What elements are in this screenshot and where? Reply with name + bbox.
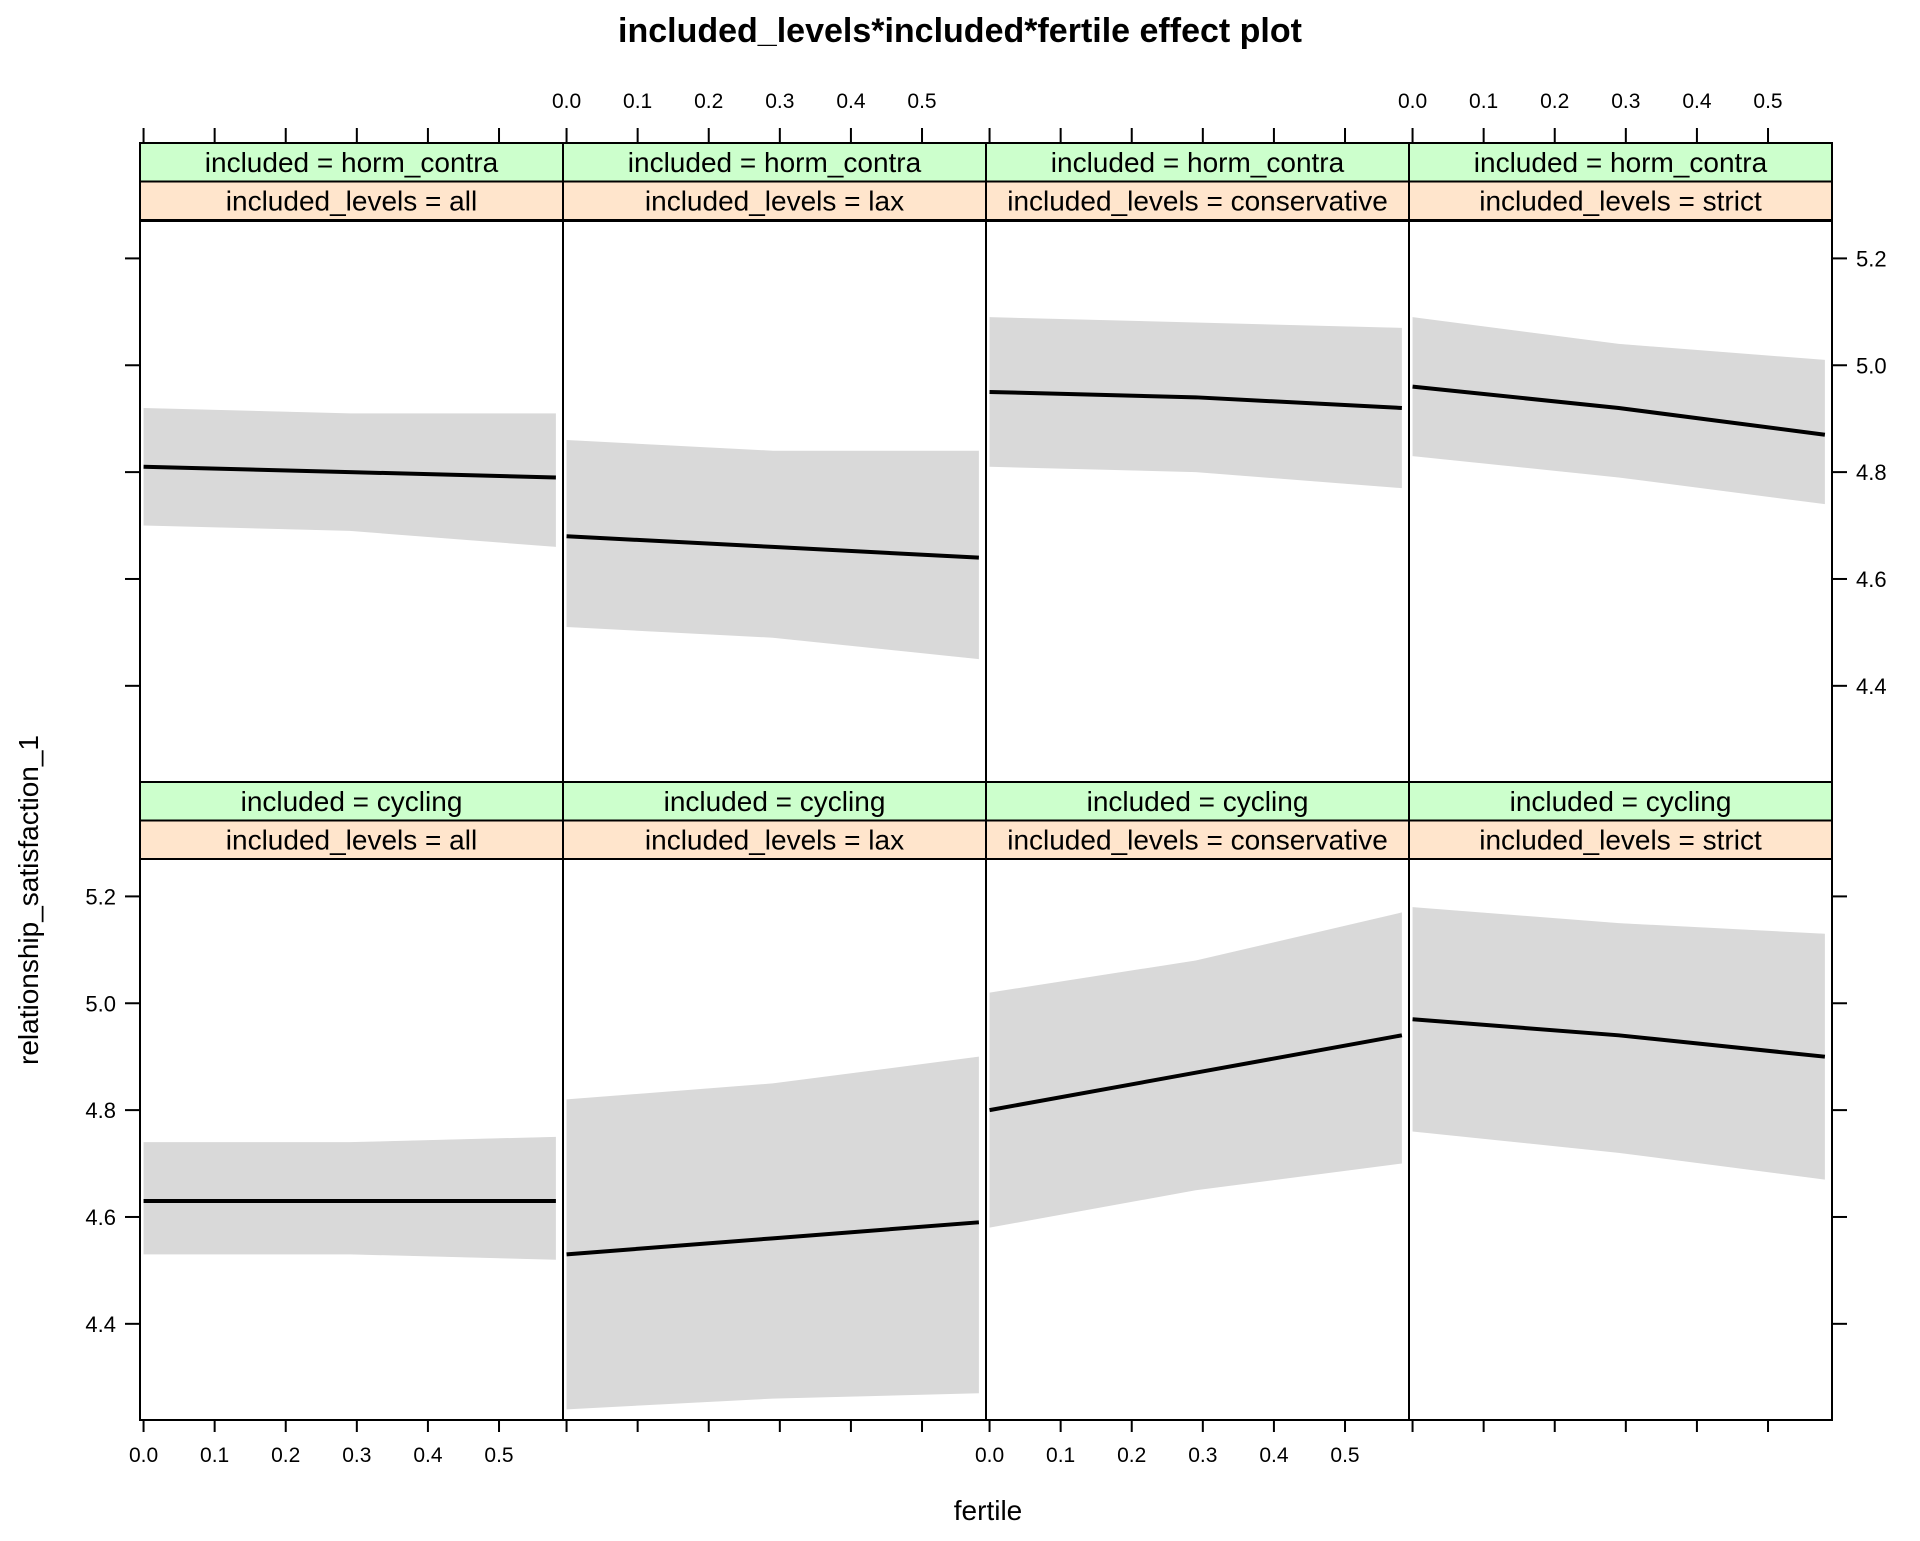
strip-included-label: included = horm_contra — [1474, 147, 1768, 178]
y-tick-label-right: 4.6 — [1856, 567, 1887, 592]
effect-line — [989, 389, 1402, 410]
x-tick-label-top: 0.4 — [1682, 90, 1712, 113]
y-tick-label-left: 4.4 — [85, 1312, 116, 1337]
effect-line — [989, 1033, 1403, 1113]
x-tick-label-bottom: 0.0 — [975, 1444, 1004, 1467]
y-tick-label-right: 4.8 — [1856, 460, 1887, 485]
confidence-band — [1412, 317, 1825, 505]
confidence-band — [143, 408, 556, 547]
panel-border — [985, 220, 1410, 783]
x-tick-label-top: 0.1 — [1469, 90, 1498, 113]
strip-included-levels-label: included_levels = all — [226, 186, 477, 217]
strip-included — [562, 781, 987, 822]
strip-included — [139, 142, 564, 183]
x-tick-label-top: 0.2 — [694, 90, 723, 113]
x-tick-label-bottom: 0.1 — [1046, 1444, 1075, 1467]
strip-included-levels-label: included_levels = lax — [645, 186, 904, 217]
confidence-band — [989, 317, 1402, 489]
strip-included — [985, 781, 1410, 822]
effect-line — [566, 534, 979, 560]
effect-line — [1412, 1017, 1826, 1059]
strip-included-levels-label: included_levels = conservative — [1007, 825, 1388, 856]
panel-border — [1408, 220, 1833, 783]
effect-line — [143, 464, 556, 480]
strip-included-label: included = horm_contra — [1051, 147, 1345, 178]
y-tick-label-right: 5.0 — [1856, 353, 1887, 378]
confidence-band — [566, 440, 979, 660]
strip-included-levels-label: included_levels = all — [226, 825, 477, 856]
x-tick-label-top: 0.0 — [552, 90, 581, 113]
panels-group: included = horm_contra included_levels = … — [85, 90, 1886, 1467]
strip-included — [139, 781, 564, 822]
x-tick-label-bottom: 0.0 — [129, 1444, 158, 1467]
strip-included-levels-label: included_levels = strict — [1479, 825, 1762, 856]
y-axis-label: relationship_satisfaction_1 — [13, 735, 44, 1065]
x-tick-label-top: 0.4 — [836, 90, 866, 113]
x-tick-label-bottom: 0.5 — [1330, 1444, 1359, 1467]
x-tick-label-top: 0.5 — [1753, 90, 1782, 113]
x-tick-label-top: 0.5 — [907, 90, 936, 113]
strip-included-levels — [985, 819, 1410, 860]
x-tick-label-bottom: 0.4 — [413, 1444, 443, 1467]
strip-included — [1408, 142, 1833, 183]
effect-line — [1412, 384, 1826, 437]
strip-included-label: included = cycling — [1510, 786, 1732, 817]
strip-included-label: included = cycling — [664, 786, 886, 817]
strip-included — [562, 142, 987, 183]
strip-included-levels — [1408, 180, 1833, 221]
strip-included-label: included = horm_contra — [205, 147, 499, 178]
x-axis-label: fertile — [954, 1495, 1022, 1526]
strip-included-levels-label: included_levels = lax — [645, 825, 904, 856]
x-tick-label-bottom: 0.1 — [200, 1444, 229, 1467]
y-tick-label-left: 4.6 — [85, 1205, 116, 1230]
x-tick-label-top: 0.3 — [1611, 90, 1640, 113]
strip-included-levels — [139, 180, 564, 221]
strip-included-levels — [1408, 819, 1833, 860]
x-tick-label-top: 0.0 — [1398, 90, 1427, 113]
strip-included — [1408, 781, 1833, 822]
y-tick-label-left: 4.8 — [85, 1098, 116, 1123]
confidence-band — [566, 1056, 979, 1410]
chart-title: included_levels*included*fertile effect … — [618, 12, 1302, 50]
strip-included-levels — [139, 819, 564, 860]
y-tick-label-right: 5.2 — [1856, 246, 1887, 271]
strip-included-label: included = cycling — [241, 786, 463, 817]
x-tick-label-top: 0.3 — [765, 90, 794, 113]
confidence-band — [143, 1136, 556, 1260]
x-tick-label-bottom: 0.3 — [342, 1444, 371, 1467]
x-tick-label-bottom: 0.3 — [1188, 1444, 1217, 1467]
x-tick-label-top: 0.1 — [623, 90, 652, 113]
y-tick-label-left: 5.0 — [85, 991, 116, 1016]
confidence-band — [989, 912, 1402, 1228]
strip-included-label: included = horm_contra — [628, 147, 922, 178]
x-tick-label-top: 0.2 — [1540, 90, 1569, 113]
y-tick-label-left: 5.2 — [85, 884, 116, 909]
strip-included-label: included = cycling — [1087, 786, 1309, 817]
strip-included-levels-label: included_levels = strict — [1479, 186, 1762, 217]
strip-included-levels-label: included_levels = conservative — [1007, 186, 1388, 217]
x-tick-label-bottom: 0.2 — [271, 1444, 300, 1467]
x-tick-label-bottom: 0.5 — [484, 1444, 513, 1467]
confidence-band — [1412, 907, 1825, 1180]
effect-line — [566, 1220, 980, 1257]
x-tick-label-bottom: 0.4 — [1259, 1444, 1289, 1467]
x-tick-label-bottom: 0.2 — [1117, 1444, 1146, 1467]
y-tick-label-right: 4.4 — [1856, 674, 1887, 699]
